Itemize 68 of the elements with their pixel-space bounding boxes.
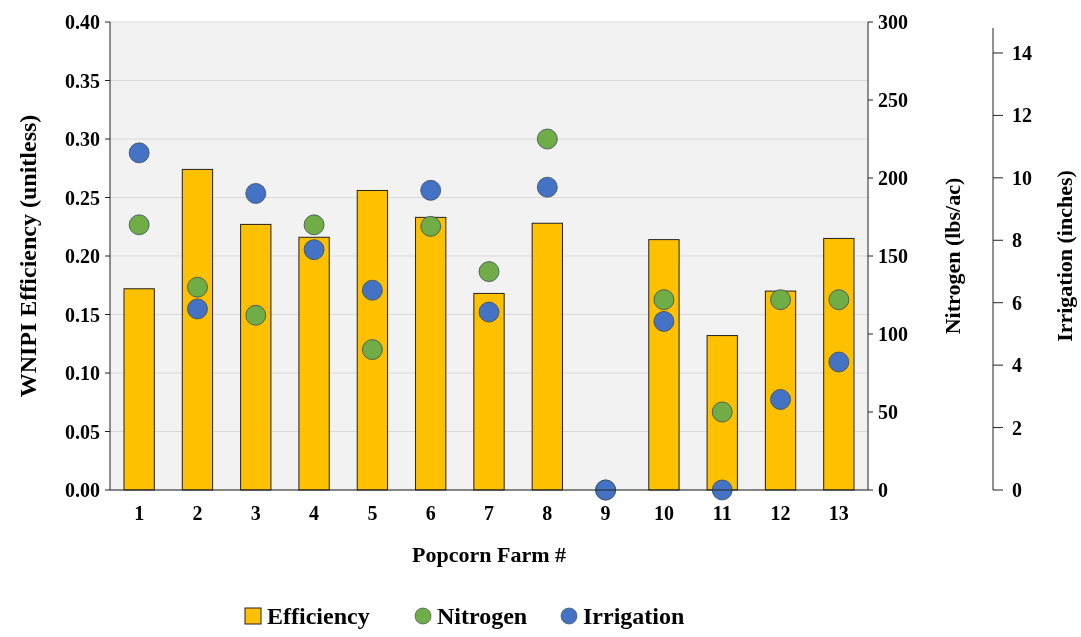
x-tick-label: 8	[542, 502, 553, 524]
point	[245, 304, 267, 326]
y2-tick-label: 0	[878, 479, 888, 501]
x-tick-label: 1	[134, 502, 145, 524]
legend-label: Irrigation	[583, 603, 685, 629]
y3-tick-label: 8	[1012, 229, 1022, 252]
point	[770, 289, 791, 311]
point	[711, 479, 733, 501]
point	[420, 215, 442, 237]
x-tick-label: 5	[367, 502, 378, 524]
point	[187, 276, 208, 298]
y3-tick-label: 6	[1012, 291, 1022, 314]
y2-axis-title: Nitrogen (lbs/ac)	[940, 177, 965, 335]
y3-tick-label: 2	[1012, 416, 1022, 439]
y3-tick-label: 10	[1012, 166, 1032, 189]
point	[245, 183, 267, 204]
y-axis-title: WNIPI Efficiency (unitless)	[15, 114, 41, 398]
legend-label: Efficiency	[267, 603, 370, 629]
x-tick-label: 6	[425, 502, 436, 524]
y3-tick-label: 0	[1012, 479, 1022, 501]
point	[770, 389, 791, 410]
point	[187, 298, 208, 320]
point	[303, 239, 325, 261]
y2-tick-label: 50	[878, 401, 898, 423]
y-tick-label: 0.40	[65, 11, 100, 33]
point	[536, 176, 558, 198]
y3-tick-label: 4	[1012, 354, 1022, 377]
point	[653, 311, 675, 332]
x-tick-label: 4	[309, 502, 320, 524]
point	[361, 279, 383, 301]
x-tick-label: 11	[712, 502, 732, 524]
point	[303, 214, 325, 236]
y-tick-label: 0.30	[65, 128, 100, 150]
y2-tick-label: 150	[878, 245, 908, 267]
y3-axis-title: Irrigation (inches)	[1052, 170, 1077, 342]
point	[653, 289, 675, 311]
y3-tick-label: 12	[1012, 104, 1032, 127]
point	[536, 128, 558, 150]
x-tick-label: 9	[600, 502, 611, 524]
point	[128, 214, 150, 236]
y2-tick-label: 100	[878, 323, 908, 345]
y2-tick-label: 200	[878, 167, 908, 189]
point	[711, 401, 733, 423]
point	[828, 351, 850, 373]
y-tick-label: 0.00	[65, 479, 100, 501]
y-tick-label: 0.05	[65, 420, 100, 443]
x-tick-label: 3	[250, 502, 261, 524]
y-tick-label: 0.15	[65, 303, 100, 326]
point	[478, 261, 500, 282]
x-tick-label: 2	[192, 502, 203, 524]
point	[361, 339, 383, 360]
y-tick-label: 0.20	[65, 245, 100, 267]
x-tick-label: 7	[484, 502, 494, 524]
x-axis-title: Popcorn Farm #	[412, 542, 566, 567]
y-tick-label: 0.35	[65, 69, 100, 92]
point	[828, 289, 850, 311]
x-tick-label: 12	[770, 502, 791, 524]
y-tick-label: 0.25	[65, 186, 100, 209]
x-tick-label: 13	[828, 502, 849, 524]
point	[420, 179, 442, 201]
y2-tick-label: 250	[878, 89, 908, 111]
y2-tick-label: 300	[878, 11, 908, 33]
y-tick-label: 0.10	[65, 362, 100, 384]
point	[128, 142, 150, 164]
point	[478, 301, 500, 323]
legend-label: Nitrogen	[437, 603, 528, 629]
y3-tick-label: 14	[1012, 41, 1032, 64]
x-tick-label: 10	[653, 502, 674, 524]
